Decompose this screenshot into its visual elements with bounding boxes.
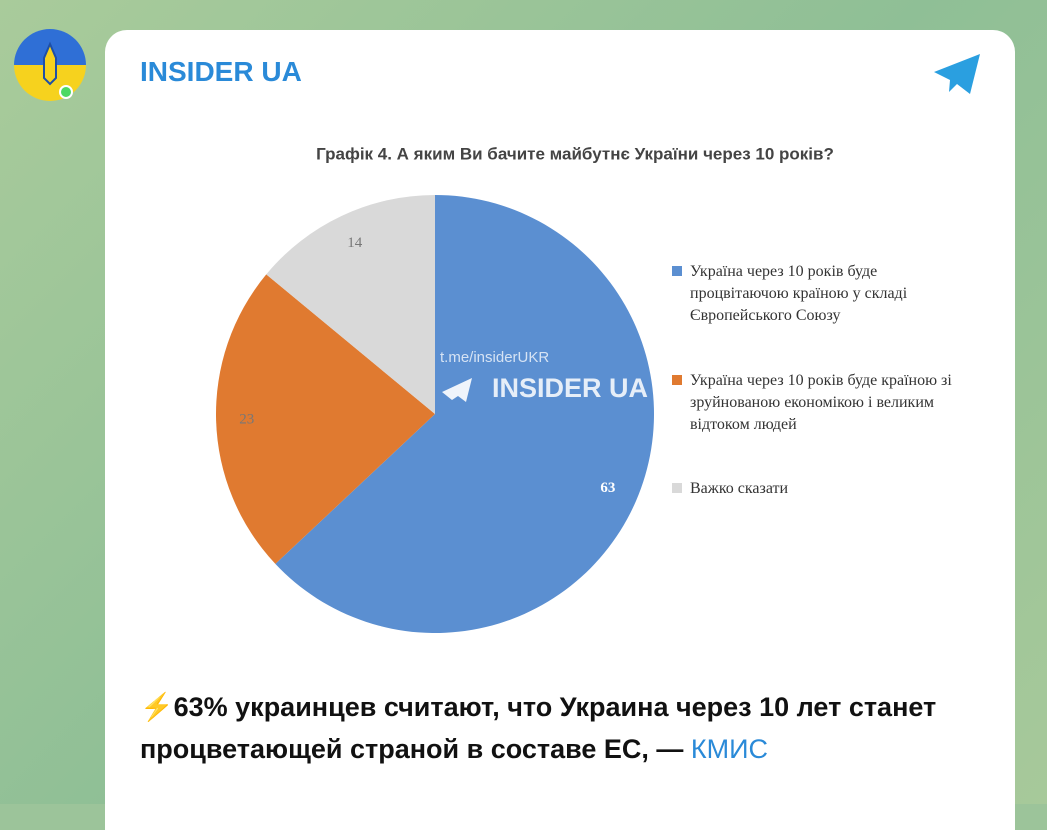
- legend-label: Україна через 10 років буде процвітаючою…: [690, 263, 908, 324]
- watermark-icon: [442, 378, 472, 402]
- caption-link[interactable]: КМИС: [690, 734, 769, 764]
- telegram-icon[interactable]: [934, 54, 980, 94]
- caption: ⚡63% украинцев считают, что Украина чере…: [140, 686, 980, 770]
- pie-slice: [275, 195, 654, 633]
- pie-slice: [216, 274, 435, 564]
- legend-label: Україна через 10 років буде країною зі з…: [690, 372, 952, 433]
- chart: Графік 4. А яким Ви бачите майбутнє Укра…: [216, 54, 980, 633]
- data-label: 63: [600, 480, 615, 496]
- legend-swatch: [672, 266, 682, 276]
- pie-slice: [266, 195, 435, 414]
- caption-text: ⚡63% украинцев считают, что Украина чере…: [140, 692, 937, 764]
- channel-name[interactable]: INSIDER UA: [140, 56, 302, 87]
- background: [14, 29, 86, 101]
- watermark-name: INSIDER UA: [492, 373, 648, 403]
- legend-swatch: [672, 375, 682, 385]
- data-label: 14: [347, 235, 363, 251]
- chart-title: Графік 4. А яким Ви бачите майбутнє Укра…: [316, 144, 834, 163]
- online-dot: [59, 85, 73, 99]
- data-label: 23: [239, 411, 254, 427]
- watermark-link: t.me/insiderUKR: [440, 349, 549, 366]
- legend-swatch: [672, 483, 682, 493]
- legend-label: Важко сказати: [690, 480, 789, 497]
- avatar-trident: [43, 41, 57, 86]
